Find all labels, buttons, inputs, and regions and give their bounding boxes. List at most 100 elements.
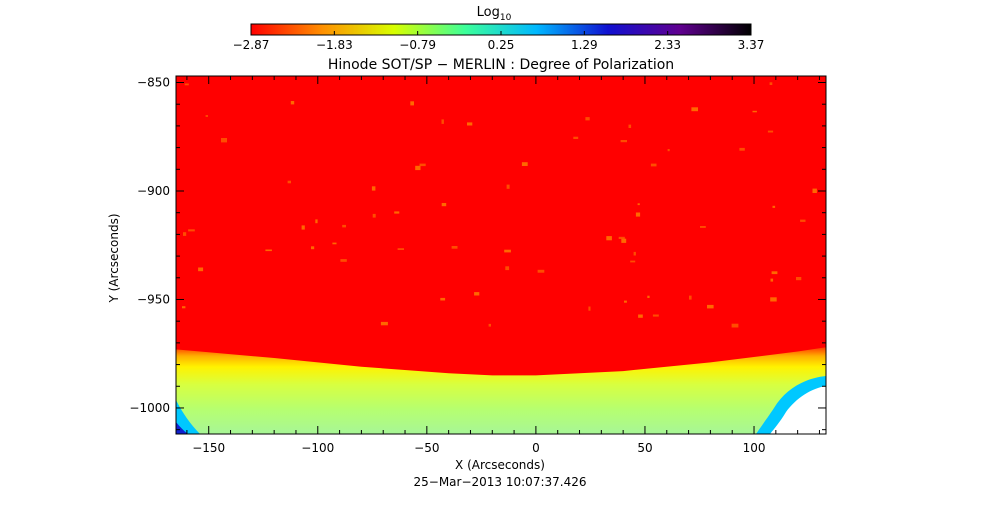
disk-speckle — [633, 251, 636, 256]
disk-speckle — [451, 246, 458, 249]
disk-speckle — [184, 83, 189, 86]
disk-speckle — [573, 136, 579, 139]
disk-speckle — [371, 186, 376, 191]
disk-speckle — [340, 259, 347, 262]
disk-speckle — [752, 110, 757, 113]
disk-speckle — [796, 277, 802, 281]
disk-speckle — [667, 149, 670, 152]
x-axis-label: X (Arcseconds) — [455, 458, 545, 472]
disk-speckle — [652, 314, 659, 317]
disk-speckle — [700, 226, 706, 228]
disk-speckle — [767, 130, 774, 133]
plot-frame — [175, 75, 827, 435]
disk-speckles — [182, 82, 817, 328]
disk-speckle — [621, 238, 627, 243]
disk-speckle — [771, 271, 778, 275]
colorbar-tick-label: −0.79 — [399, 38, 436, 52]
disk-speckle — [474, 292, 480, 296]
disk-speckle — [585, 117, 590, 121]
disk-speckle — [647, 295, 650, 298]
colorbar-tick-label: 2.33 — [654, 38, 681, 52]
colorbar: Log10 −2.87 −1.83 −0.79 0.25 1.29 2.33 3.37 — [233, 5, 765, 52]
disk-speckle — [265, 249, 272, 252]
y-tick-label: −850 — [137, 76, 170, 90]
y-axis-label: Y (Arcseconds) — [107, 213, 121, 303]
disk-speckle — [521, 162, 528, 166]
disk-speckle — [221, 138, 227, 143]
x-tick-label: 50 — [637, 441, 652, 455]
disk-speckle — [182, 306, 186, 309]
heatmap-image — [176, 76, 826, 434]
disk-speckle — [731, 323, 739, 328]
disk-speckle — [618, 236, 625, 239]
disk-speckle — [488, 323, 491, 327]
y-tick-label: −900 — [137, 184, 170, 198]
disk-speckle — [372, 213, 376, 218]
disk-speckle — [638, 314, 643, 318]
disk-speckle — [637, 203, 640, 206]
disk-speckle — [415, 165, 421, 171]
disk-speckle — [188, 229, 195, 232]
x-tick-label: 0 — [532, 441, 540, 455]
colorbar-tick-label: −1.83 — [316, 38, 353, 52]
disk-speckle — [628, 124, 632, 128]
disk-speckle — [630, 260, 636, 263]
disk-speckle — [315, 219, 318, 224]
disk-speckle — [183, 232, 187, 236]
disk-speckle — [419, 163, 426, 167]
disk-speckle — [624, 300, 627, 303]
disk-speckle — [198, 267, 204, 272]
disk-speckle — [506, 184, 510, 189]
disk-speckle — [691, 107, 698, 112]
disk-speckle — [537, 269, 545, 273]
x-tick-label: −150 — [192, 441, 225, 455]
edge-band-left — [176, 400, 200, 434]
disk-speckle — [769, 82, 773, 85]
chart-title: Hinode SOT/SP − MERLIN : Degree of Polar… — [328, 57, 674, 73]
disk-speckle — [606, 236, 612, 241]
disk-speckle — [441, 119, 444, 124]
disk-speckle — [772, 205, 776, 208]
disk-speckle — [380, 321, 388, 326]
disk-speckle — [620, 140, 627, 143]
off-limb-edges — [176, 376, 826, 434]
disk-speckle — [812, 188, 817, 193]
disk-speckle — [505, 266, 510, 271]
disk-speckle — [504, 249, 511, 253]
disk-speckle — [588, 306, 591, 311]
disk-speckle — [332, 242, 337, 245]
x-tick-label: 100 — [743, 441, 766, 455]
edge-band-left-dark — [176, 422, 188, 434]
disk-speckle — [410, 101, 414, 106]
disk-speckle — [770, 297, 777, 302]
disk-speckle — [290, 101, 295, 105]
disk-speckle — [707, 304, 714, 309]
disk-speckle — [739, 147, 745, 151]
y-tick-label: −950 — [137, 292, 170, 306]
colorbar-title: Log10 — [477, 5, 512, 23]
disk-speckle — [770, 278, 774, 282]
x-tick-label: −100 — [301, 441, 334, 455]
disk-speckle — [650, 163, 657, 167]
x-axis: −150 −100 −50 0 50 100 — [186, 76, 820, 455]
disk-speckle — [205, 115, 208, 117]
disk-speckle — [800, 219, 806, 222]
y-tick-label: −1000 — [129, 401, 170, 415]
colorbar-tick-label: 1.29 — [571, 38, 598, 52]
disk-speckle — [342, 224, 346, 228]
disk-speckle — [441, 203, 447, 207]
disk-speckle — [394, 211, 400, 214]
colorbar-tick-label: −2.87 — [233, 38, 270, 52]
limb-region — [176, 347, 826, 434]
disk-speckle — [467, 122, 473, 126]
disk-speckle — [397, 248, 404, 250]
disk-speckle — [635, 212, 641, 217]
disk-speckle — [311, 246, 315, 250]
disk-speckle — [287, 180, 291, 184]
timestamp: 25−Mar−2013 10:07:37.426 — [414, 475, 587, 489]
y-axis: −850 −900 −950 −1000 — [129, 76, 826, 431]
no-data-region — [770, 386, 826, 434]
disk-speckle — [301, 225, 305, 230]
colorbar-tick-label: 0.25 — [488, 38, 515, 52]
plot-area: −150 −100 −50 0 50 100 −850 −900 −950 −1000 — [129, 75, 827, 455]
